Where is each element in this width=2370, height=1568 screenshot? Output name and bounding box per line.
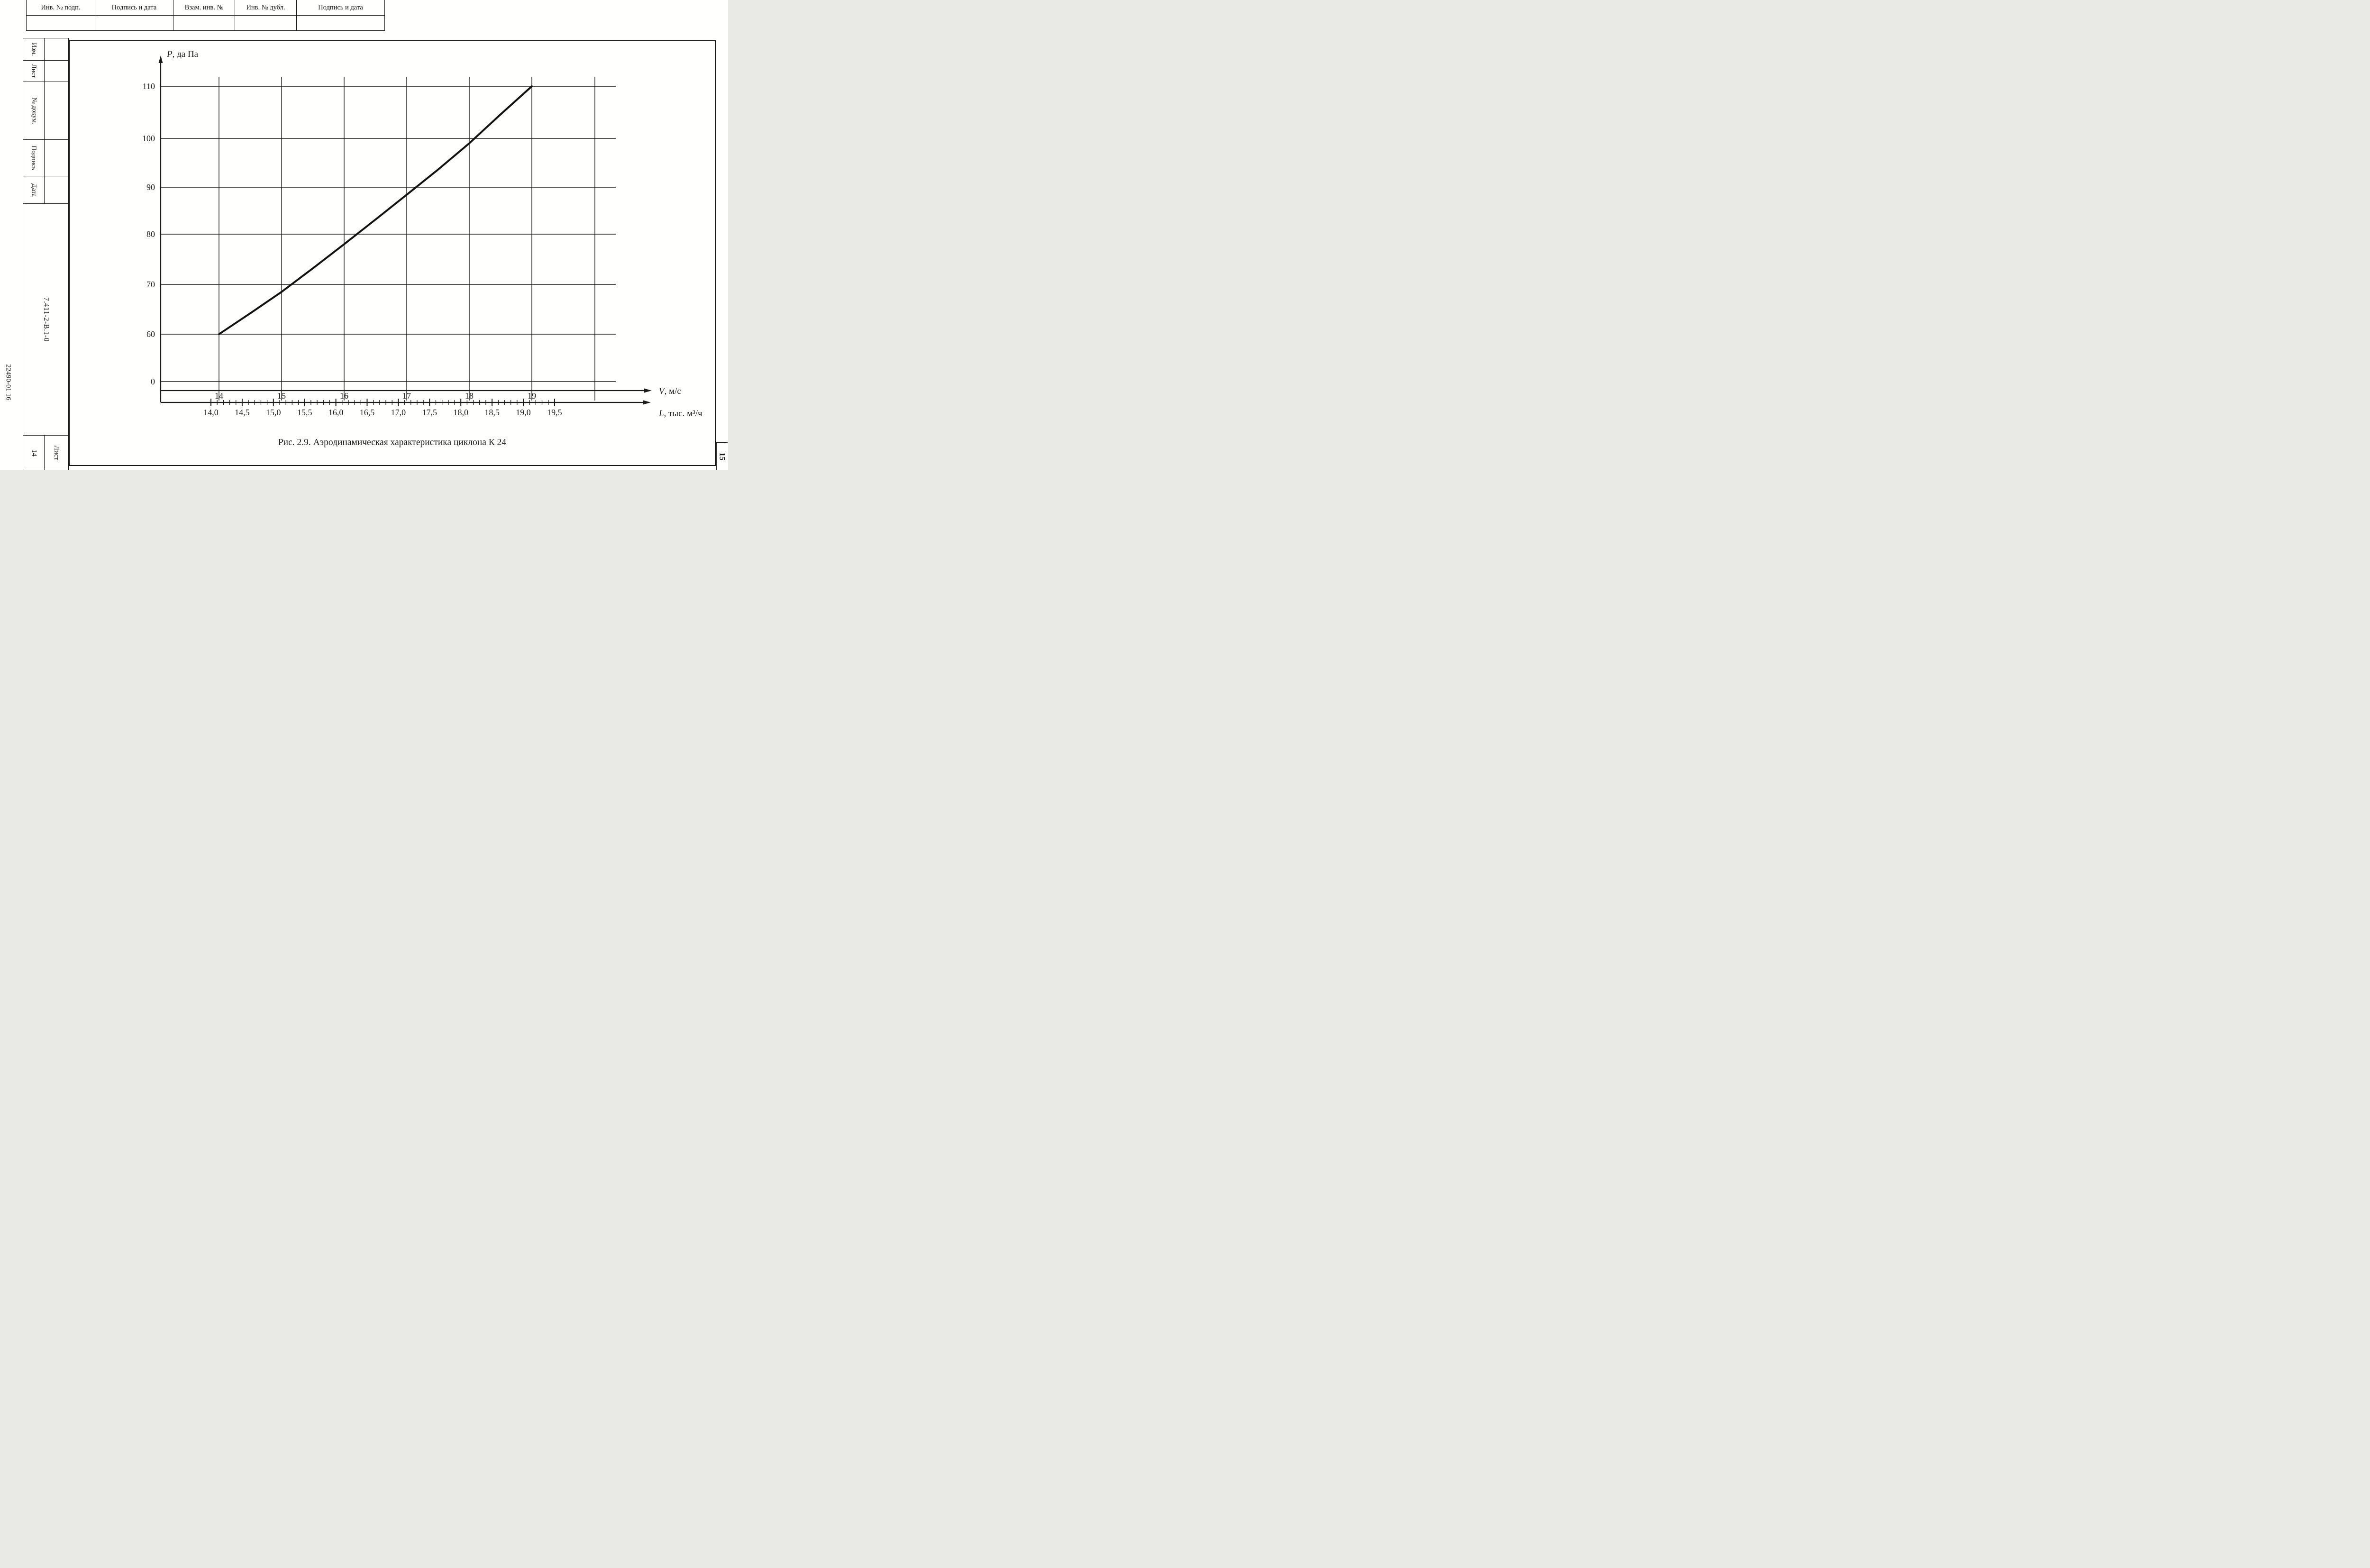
l-axis-title: L, тыс. м³/ч <box>658 409 702 419</box>
l-tick-label: 19,5 <box>547 408 562 417</box>
stamp-cell-empty <box>27 16 95 30</box>
l-tick-label: 16,5 <box>360 408 375 417</box>
l-tick-label: 15,5 <box>297 408 312 417</box>
side-stamp-cell-empty <box>45 140 68 176</box>
top-stamp-table: Инв. № подп. Подпись и дата Взам. инв. №… <box>26 0 385 31</box>
l-tick-label: 19,0 <box>516 408 531 417</box>
stamp-cell-inv-podp: Инв. № подп. <box>27 0 95 16</box>
side-stamp-cell-empty <box>45 38 68 61</box>
side-stamp-cell-izm: Изм. <box>23 38 45 61</box>
side-stamp-cell-empty <box>45 61 68 82</box>
v-tick-label: 16 <box>340 391 348 401</box>
sheet-label-cell: Лист <box>45 436 68 470</box>
l-tick-label: 18,5 <box>484 408 500 417</box>
stamp-cell-vzam-inv: Взам. инв. № <box>173 0 235 16</box>
stamp-cell-empty <box>95 16 173 30</box>
v-tick-label: 15 <box>277 391 286 401</box>
scanned-document-page: Инв. № подп. Подпись и дата Взам. инв. №… <box>0 0 728 470</box>
l-tick-label: 16,0 <box>328 408 344 417</box>
y-tick-label: 100 <box>142 134 155 143</box>
l-tick-label: 17,5 <box>422 408 438 417</box>
figure-caption: Рис. 2.9. Аэродинамическая характеристик… <box>278 438 507 447</box>
v-tick-label: 19 <box>528 391 536 401</box>
y-tick-label: 60 <box>146 329 155 339</box>
v-tick-label: 18 <box>465 391 474 401</box>
stamp-cell-empty <box>235 16 297 30</box>
next-sheet-cell: 15 <box>716 442 728 470</box>
side-stamp-cell-dokum: № докум. <box>23 82 45 140</box>
y-tick-label: 0 <box>151 377 155 386</box>
l-axis-arrow <box>643 400 651 405</box>
outer-margin-code: 22490-01 16 <box>4 364 12 401</box>
side-stamp-cell-data: Дата <box>23 176 45 204</box>
y-tick-label: 110 <box>143 82 155 91</box>
side-stamp-label: № докум. <box>30 97 38 124</box>
side-stamp-cell-empty <box>45 82 68 140</box>
stamp-cell-inv-dubl: Инв. № дубл. <box>235 0 297 16</box>
side-stamp-cell-empty <box>45 176 68 204</box>
drawing-frame: 110 100 90 80 70 60 0 14 15 16 17 18 19 14,0 14,5 15,0 1… <box>69 40 716 466</box>
side-stamp-label: Подпись <box>30 146 38 170</box>
stamp-cell-empty <box>297 16 384 30</box>
l-tick-label: 14,0 <box>203 408 219 417</box>
y-axis-title: P, да Па <box>166 49 199 59</box>
y-tick-label: 90 <box>146 182 155 192</box>
stamp-cell-podpis-data-1: Подпись и дата <box>95 0 173 16</box>
side-stamp-cell-list: Лист <box>23 61 45 82</box>
side-stamp-label: Дата <box>30 183 37 197</box>
side-stamp-label: Изм. <box>30 43 37 56</box>
v-tick-label: 17 <box>402 391 411 401</box>
stamp-cell-podpis-data-2: Подпись и дата <box>297 0 384 16</box>
y-tick-label: 80 <box>146 229 155 239</box>
chart-canvas: 110 100 90 80 70 60 0 14 15 16 17 18 19 14,0 14,5 15,0 1… <box>142 49 702 419</box>
sheet-label: Лист <box>53 445 61 460</box>
y-axis-arrow <box>158 55 163 63</box>
stamp-cell-empty <box>173 16 235 30</box>
side-stamp-cell-podpis: Подпись <box>23 140 45 176</box>
curve-series <box>218 85 533 335</box>
side-stamp-table: Изм. Лист № докум. Подпись Дата 7.411-2-… <box>23 38 69 470</box>
sheet-number: 14 <box>30 449 38 456</box>
next-sheet-number: 15 <box>718 452 727 461</box>
v-tick-label: 14 <box>215 391 223 401</box>
l-tick-label: 18,0 <box>453 408 468 417</box>
l-tick-label: 17,0 <box>391 408 406 417</box>
v-axis-title: V, м/с <box>659 386 681 396</box>
l-tick-label: 15,0 <box>266 408 281 417</box>
l-tick-label: 14,5 <box>235 408 250 417</box>
document-code: 7.411-2-В.1-0 <box>42 297 50 342</box>
document-code-cell: 7.411-2-В.1-0 <box>23 204 68 436</box>
sheet-number-cell: 14 <box>23 436 45 470</box>
y-tick-label: 70 <box>146 280 155 289</box>
v-axis-arrow <box>644 388 652 393</box>
side-stamp-label: Лист <box>30 64 37 78</box>
outer-margin-code-cell: 22490-01 16 <box>0 358 16 406</box>
